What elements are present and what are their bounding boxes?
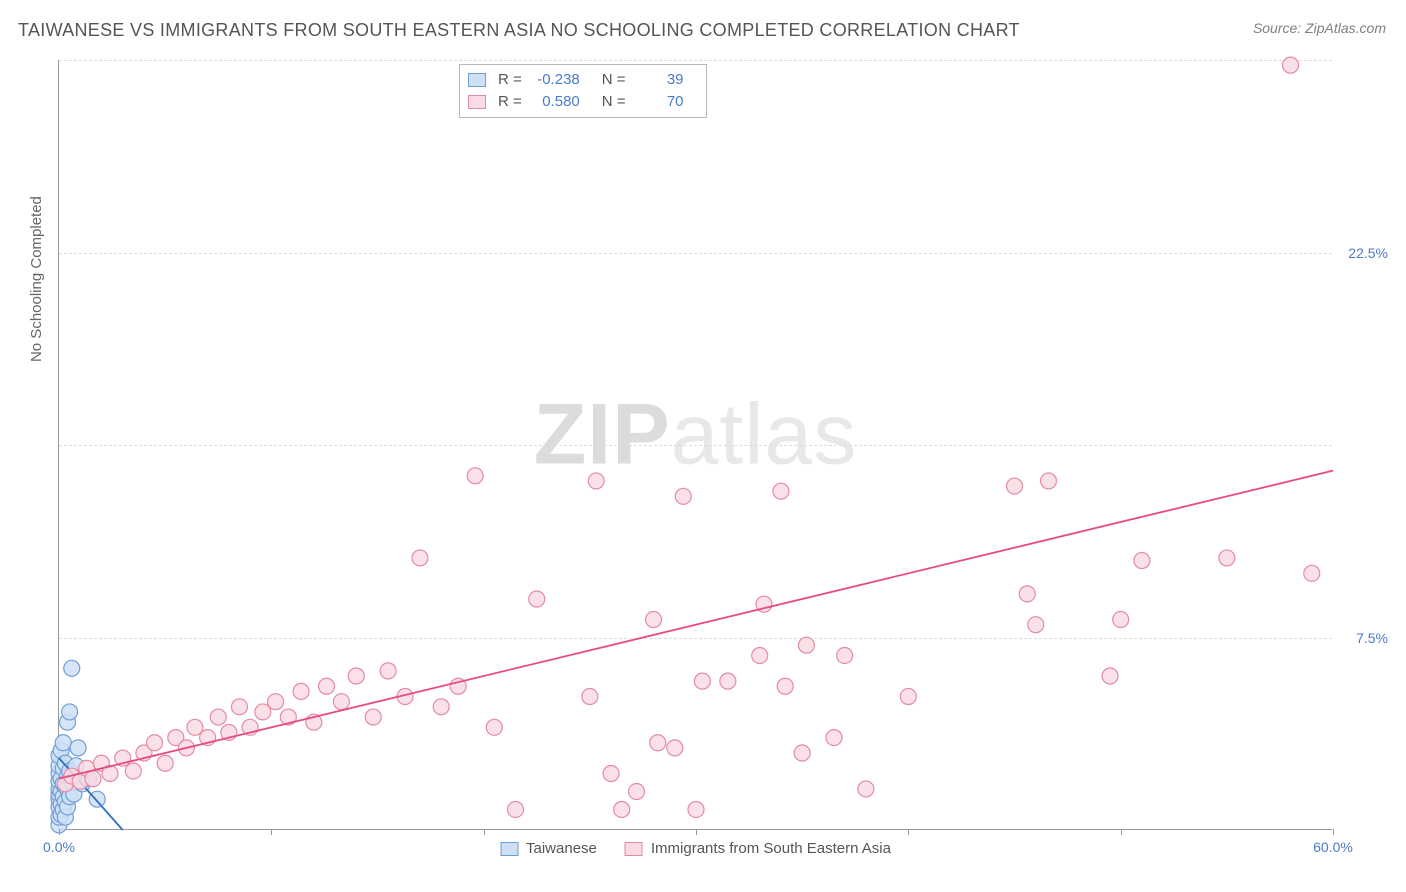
- swatch-sea: [468, 95, 486, 109]
- x-tick-label: 60.0%: [1313, 839, 1353, 855]
- x-tick: [59, 829, 60, 835]
- scatter-point-sea: [125, 763, 141, 779]
- r-label: R =: [498, 91, 522, 113]
- x-tick: [1121, 829, 1122, 835]
- legend-label-sea: Immigrants from South Eastern Asia: [651, 840, 891, 857]
- scatter-point-sea: [365, 709, 381, 725]
- series-legend: Taiwanese Immigrants from South Eastern …: [500, 840, 891, 857]
- x-tick: [271, 829, 272, 835]
- n-value-sea: 70: [632, 91, 684, 113]
- swatch-sea: [625, 842, 643, 856]
- scatter-point-sea: [675, 488, 691, 504]
- source-attribution: Source: ZipAtlas.com: [1253, 20, 1386, 36]
- scatter-point-sea: [603, 766, 619, 782]
- y-tick-label: 22.5%: [1348, 245, 1388, 261]
- scatter-point-sea: [720, 673, 736, 689]
- chart-title: TAIWANESE VS IMMIGRANTS FROM SOUTH EASTE…: [18, 20, 1020, 41]
- legend-row-taiwanese: R = -0.238 N = 39: [468, 69, 694, 91]
- scatter-point-sea: [629, 784, 645, 800]
- scatter-point-sea: [333, 694, 349, 710]
- scatter-point-sea: [319, 678, 335, 694]
- scatter-point-taiwanese: [70, 740, 86, 756]
- scatter-point-sea: [752, 647, 768, 663]
- scatter-point-sea: [486, 719, 502, 735]
- x-tick: [1333, 829, 1334, 835]
- scatter-point-sea: [348, 668, 364, 684]
- scatter-point-sea: [694, 673, 710, 689]
- legend-label-taiwanese: Taiwanese: [526, 840, 597, 857]
- x-tick: [484, 829, 485, 835]
- scatter-point-sea: [688, 801, 704, 817]
- scatter-point-sea: [1219, 550, 1235, 566]
- scatter-point-sea: [210, 709, 226, 725]
- scatter-point-sea: [667, 740, 683, 756]
- scatter-point-sea: [1134, 553, 1150, 569]
- scatter-point-sea: [147, 735, 163, 751]
- swatch-taiwanese: [500, 842, 518, 856]
- scatter-point-sea: [157, 755, 173, 771]
- swatch-taiwanese: [468, 73, 486, 87]
- legend-item-sea: Immigrants from South Eastern Asia: [625, 840, 891, 857]
- scatter-point-sea: [1028, 617, 1044, 633]
- plot-area: ZIPatlas R = -0.238 N = 39 R = 0.580 N =…: [58, 60, 1332, 830]
- scatter-point-sea: [650, 735, 666, 751]
- scatter-point-sea: [794, 745, 810, 761]
- scatter-point-sea: [412, 550, 428, 566]
- scatter-point-sea: [380, 663, 396, 679]
- scatter-point-sea: [231, 699, 247, 715]
- scatter-point-sea: [85, 771, 101, 787]
- scatter-point-taiwanese: [62, 704, 78, 720]
- scatter-point-sea: [268, 694, 284, 710]
- r-value-taiwanese: -0.238: [528, 69, 580, 91]
- scatter-point-sea: [826, 730, 842, 746]
- x-tick: [908, 829, 909, 835]
- scatter-point-sea: [588, 473, 604, 489]
- r-label: R =: [498, 69, 522, 91]
- scatter-point-sea: [1283, 57, 1299, 73]
- scatter-point-sea: [1040, 473, 1056, 489]
- legend-row-sea: R = 0.580 N = 70: [468, 91, 694, 113]
- x-tick-label: 0.0%: [43, 839, 75, 855]
- scatter-point-sea: [1007, 478, 1023, 494]
- scatter-point-sea: [646, 612, 662, 628]
- scatter-point-taiwanese: [55, 735, 71, 751]
- scatter-point-sea: [529, 591, 545, 607]
- plot-svg: [59, 60, 1332, 829]
- n-label: N =: [602, 91, 626, 113]
- scatter-point-sea: [1113, 612, 1129, 628]
- y-axis-title: No Schooling Completed: [28, 196, 45, 362]
- trend-line-sea: [59, 471, 1333, 779]
- scatter-point-sea: [900, 689, 916, 705]
- n-label: N =: [602, 69, 626, 91]
- scatter-point-sea: [837, 647, 853, 663]
- r-value-sea: 0.580: [528, 91, 580, 113]
- scatter-point-sea: [467, 468, 483, 484]
- scatter-point-sea: [433, 699, 449, 715]
- y-tick-label: 7.5%: [1356, 630, 1388, 646]
- scatter-point-sea: [1102, 668, 1118, 684]
- correlation-legend: R = -0.238 N = 39 R = 0.580 N = 70: [459, 64, 707, 118]
- scatter-point-sea: [1019, 586, 1035, 602]
- scatter-point-sea: [773, 483, 789, 499]
- scatter-point-sea: [508, 801, 524, 817]
- scatter-point-sea: [293, 683, 309, 699]
- scatter-point-sea: [1304, 565, 1320, 581]
- scatter-point-sea: [582, 689, 598, 705]
- scatter-point-sea: [798, 637, 814, 653]
- scatter-point-sea: [614, 801, 630, 817]
- scatter-point-sea: [777, 678, 793, 694]
- x-tick: [696, 829, 697, 835]
- n-value-taiwanese: 39: [632, 69, 684, 91]
- legend-item-taiwanese: Taiwanese: [500, 840, 597, 857]
- scatter-point-taiwanese: [64, 660, 80, 676]
- scatter-point-sea: [858, 781, 874, 797]
